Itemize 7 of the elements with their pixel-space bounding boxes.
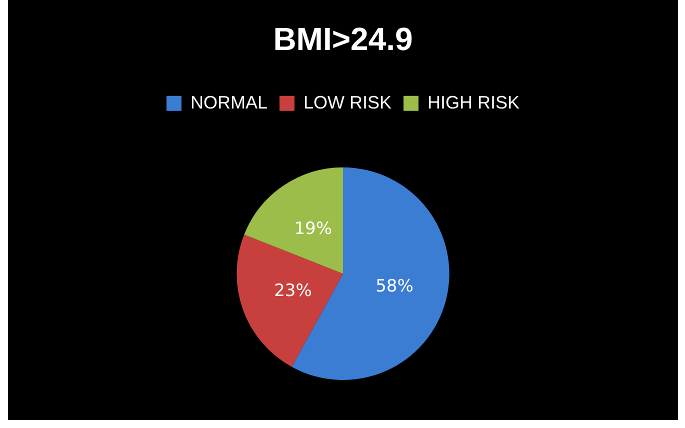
data-label: 19% (294, 219, 332, 240)
legend-label: HIGH RISK (428, 92, 520, 112)
legend-label: NORMAL (190, 92, 268, 112)
legend-label: LOW RISK (303, 92, 392, 112)
data-label: 23% (274, 281, 312, 302)
chart-title: BMI>24.9 (273, 21, 413, 58)
data-label: 58% (376, 276, 414, 296)
